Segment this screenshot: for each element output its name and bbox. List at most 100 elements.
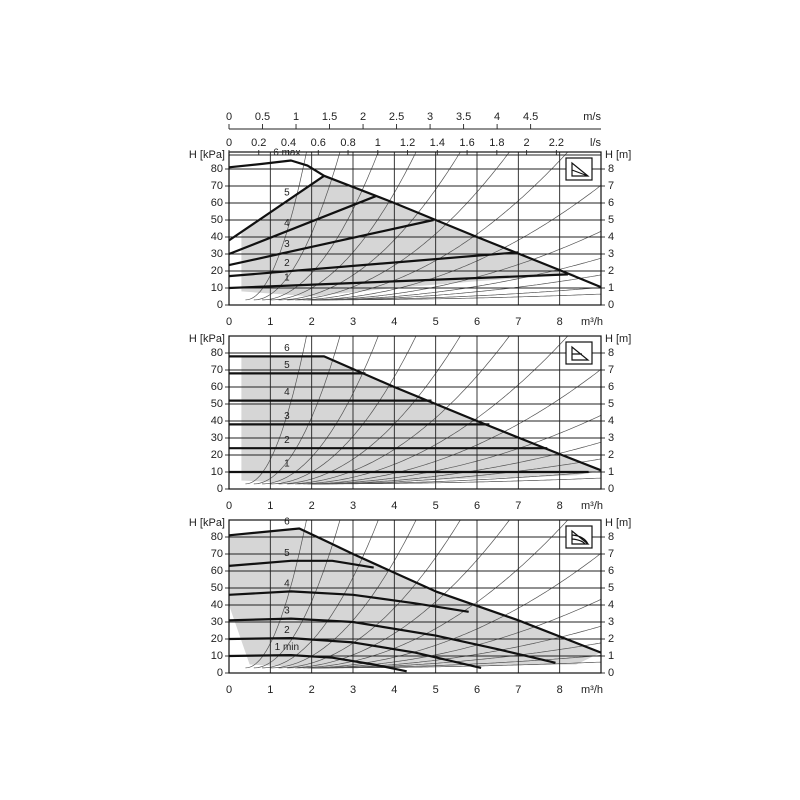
system-curve <box>278 152 461 301</box>
curve-label: 1 <box>284 459 290 470</box>
x-tick-label: 2 <box>309 684 315 696</box>
y-tick-label: 80 <box>211 163 223 175</box>
curve-label: 4 <box>284 578 290 589</box>
top-tick-label: 1.4 <box>430 137 445 149</box>
y2-tick-label: 8 <box>608 163 614 175</box>
system-curve <box>253 152 341 301</box>
y-axis-label: H [kPa] <box>189 517 225 529</box>
x-tick-label: 5 <box>433 316 439 328</box>
top-tick-label: 1 <box>293 111 299 123</box>
y2-tick-label: 5 <box>608 214 614 226</box>
system-curve <box>286 520 510 669</box>
system-curve <box>262 152 379 301</box>
x-tick-label: 5 <box>433 684 439 696</box>
y2-tick-label: 6 <box>608 197 614 209</box>
y-tick-label: 20 <box>211 633 223 645</box>
x-tick-label: 5 <box>433 500 439 512</box>
icon-proportional <box>571 161 590 177</box>
operating-area <box>241 175 577 297</box>
x-tick-label: 7 <box>515 684 521 696</box>
pump-curve <box>228 617 556 664</box>
top-tick-label: 3 <box>427 111 433 123</box>
x-tick-label: 6 <box>474 500 480 512</box>
curve-label: 4 <box>284 218 290 229</box>
top-tick-label: 0.8 <box>340 137 355 149</box>
x-tick-label: 0 <box>226 500 232 512</box>
plot-frame <box>228 335 602 490</box>
curve-label: 6 max <box>273 148 300 159</box>
pump-curve <box>228 195 377 256</box>
x-tick-label: 3 <box>350 316 356 328</box>
y-tick-label: 0 <box>217 667 223 679</box>
x-axis-label: m³/h <box>581 684 603 696</box>
y2-tick-label: 4 <box>608 231 614 243</box>
x-tick-label: 4 <box>391 500 397 512</box>
y2-axis-label: H [m] <box>605 149 631 161</box>
top-tick-label: 3.5 <box>456 111 471 123</box>
system-curve <box>295 520 569 669</box>
x-axis-label: m³/h <box>581 316 603 328</box>
y2-tick-label: 0 <box>608 483 614 495</box>
system-curve <box>270 520 417 669</box>
system-curve <box>278 336 461 485</box>
y2-tick-label: 5 <box>608 582 614 594</box>
x-tick-label: 8 <box>557 316 563 328</box>
system-curve <box>270 152 417 301</box>
y-tick-label: 50 <box>211 398 223 410</box>
x-tick-label: 8 <box>557 684 563 696</box>
x-tick-label: 3 <box>350 500 356 512</box>
system-curve <box>262 336 379 485</box>
curve-label: 1 min <box>275 642 299 653</box>
y2-tick-label: 7 <box>608 548 614 560</box>
pump-curve <box>228 559 374 569</box>
y-tick-label: 40 <box>211 599 223 611</box>
y-tick-label: 10 <box>211 282 223 294</box>
top-axis-label: m/s <box>583 111 601 123</box>
y-tick-label: 50 <box>211 582 223 594</box>
y-tick-label: 30 <box>211 432 223 444</box>
top-tick-label: 1.5 <box>322 111 337 123</box>
system-curve <box>253 520 341 669</box>
system-curve <box>270 336 417 485</box>
y2-tick-label: 8 <box>608 347 614 359</box>
y-tick-label: 60 <box>211 565 223 577</box>
y-tick-label: 60 <box>211 381 223 393</box>
system-curve <box>307 230 601 301</box>
y2-tick-label: 7 <box>608 364 614 376</box>
y2-tick-label: 6 <box>608 565 614 577</box>
curve-label: 5 <box>284 188 290 199</box>
pump-curve <box>228 218 434 267</box>
x-axis-label: m³/h <box>581 500 603 512</box>
x-tick-label: 3 <box>350 684 356 696</box>
pump-curve <box>228 590 469 613</box>
system-curve <box>262 520 379 669</box>
x-tick-label: 0 <box>226 316 232 328</box>
top-tick-label: 0.2 <box>251 137 266 149</box>
mode-icon <box>565 157 593 549</box>
curve-label: 2 <box>284 625 290 636</box>
y-tick-label: 10 <box>211 466 223 478</box>
y2-tick-label: 2 <box>608 449 614 461</box>
x-tick-label: 4 <box>391 316 397 328</box>
y-tick-label: 60 <box>211 197 223 209</box>
y2-tick-label: 4 <box>608 415 614 427</box>
y-axis-label: H [kPa] <box>189 149 225 161</box>
pump-curve <box>228 251 519 278</box>
curve-label: 2 <box>284 258 290 269</box>
y-tick-label: 30 <box>211 248 223 260</box>
y2-tick-label: 3 <box>608 248 614 260</box>
y2-tick-label: 8 <box>608 531 614 543</box>
y2-tick-label: 1 <box>608 466 614 478</box>
y2-tick-label: 4 <box>608 599 614 611</box>
system-curve <box>311 293 601 301</box>
y-tick-label: 30 <box>211 616 223 628</box>
y2-tick-label: 3 <box>608 616 614 628</box>
curve-label: 5 <box>284 548 290 559</box>
y-tick-label: 0 <box>217 483 223 495</box>
curve-label: 3 <box>284 605 290 616</box>
y-axis-label: H [kPa] <box>189 333 225 345</box>
system-curve <box>295 152 569 301</box>
